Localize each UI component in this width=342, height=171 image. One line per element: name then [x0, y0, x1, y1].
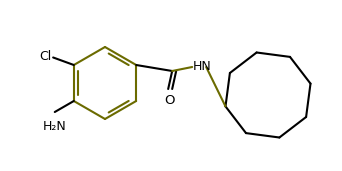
- Text: Cl: Cl: [39, 50, 51, 63]
- Text: H₂N: H₂N: [43, 120, 67, 133]
- Text: HN: HN: [193, 60, 212, 73]
- Text: O: O: [164, 94, 174, 107]
